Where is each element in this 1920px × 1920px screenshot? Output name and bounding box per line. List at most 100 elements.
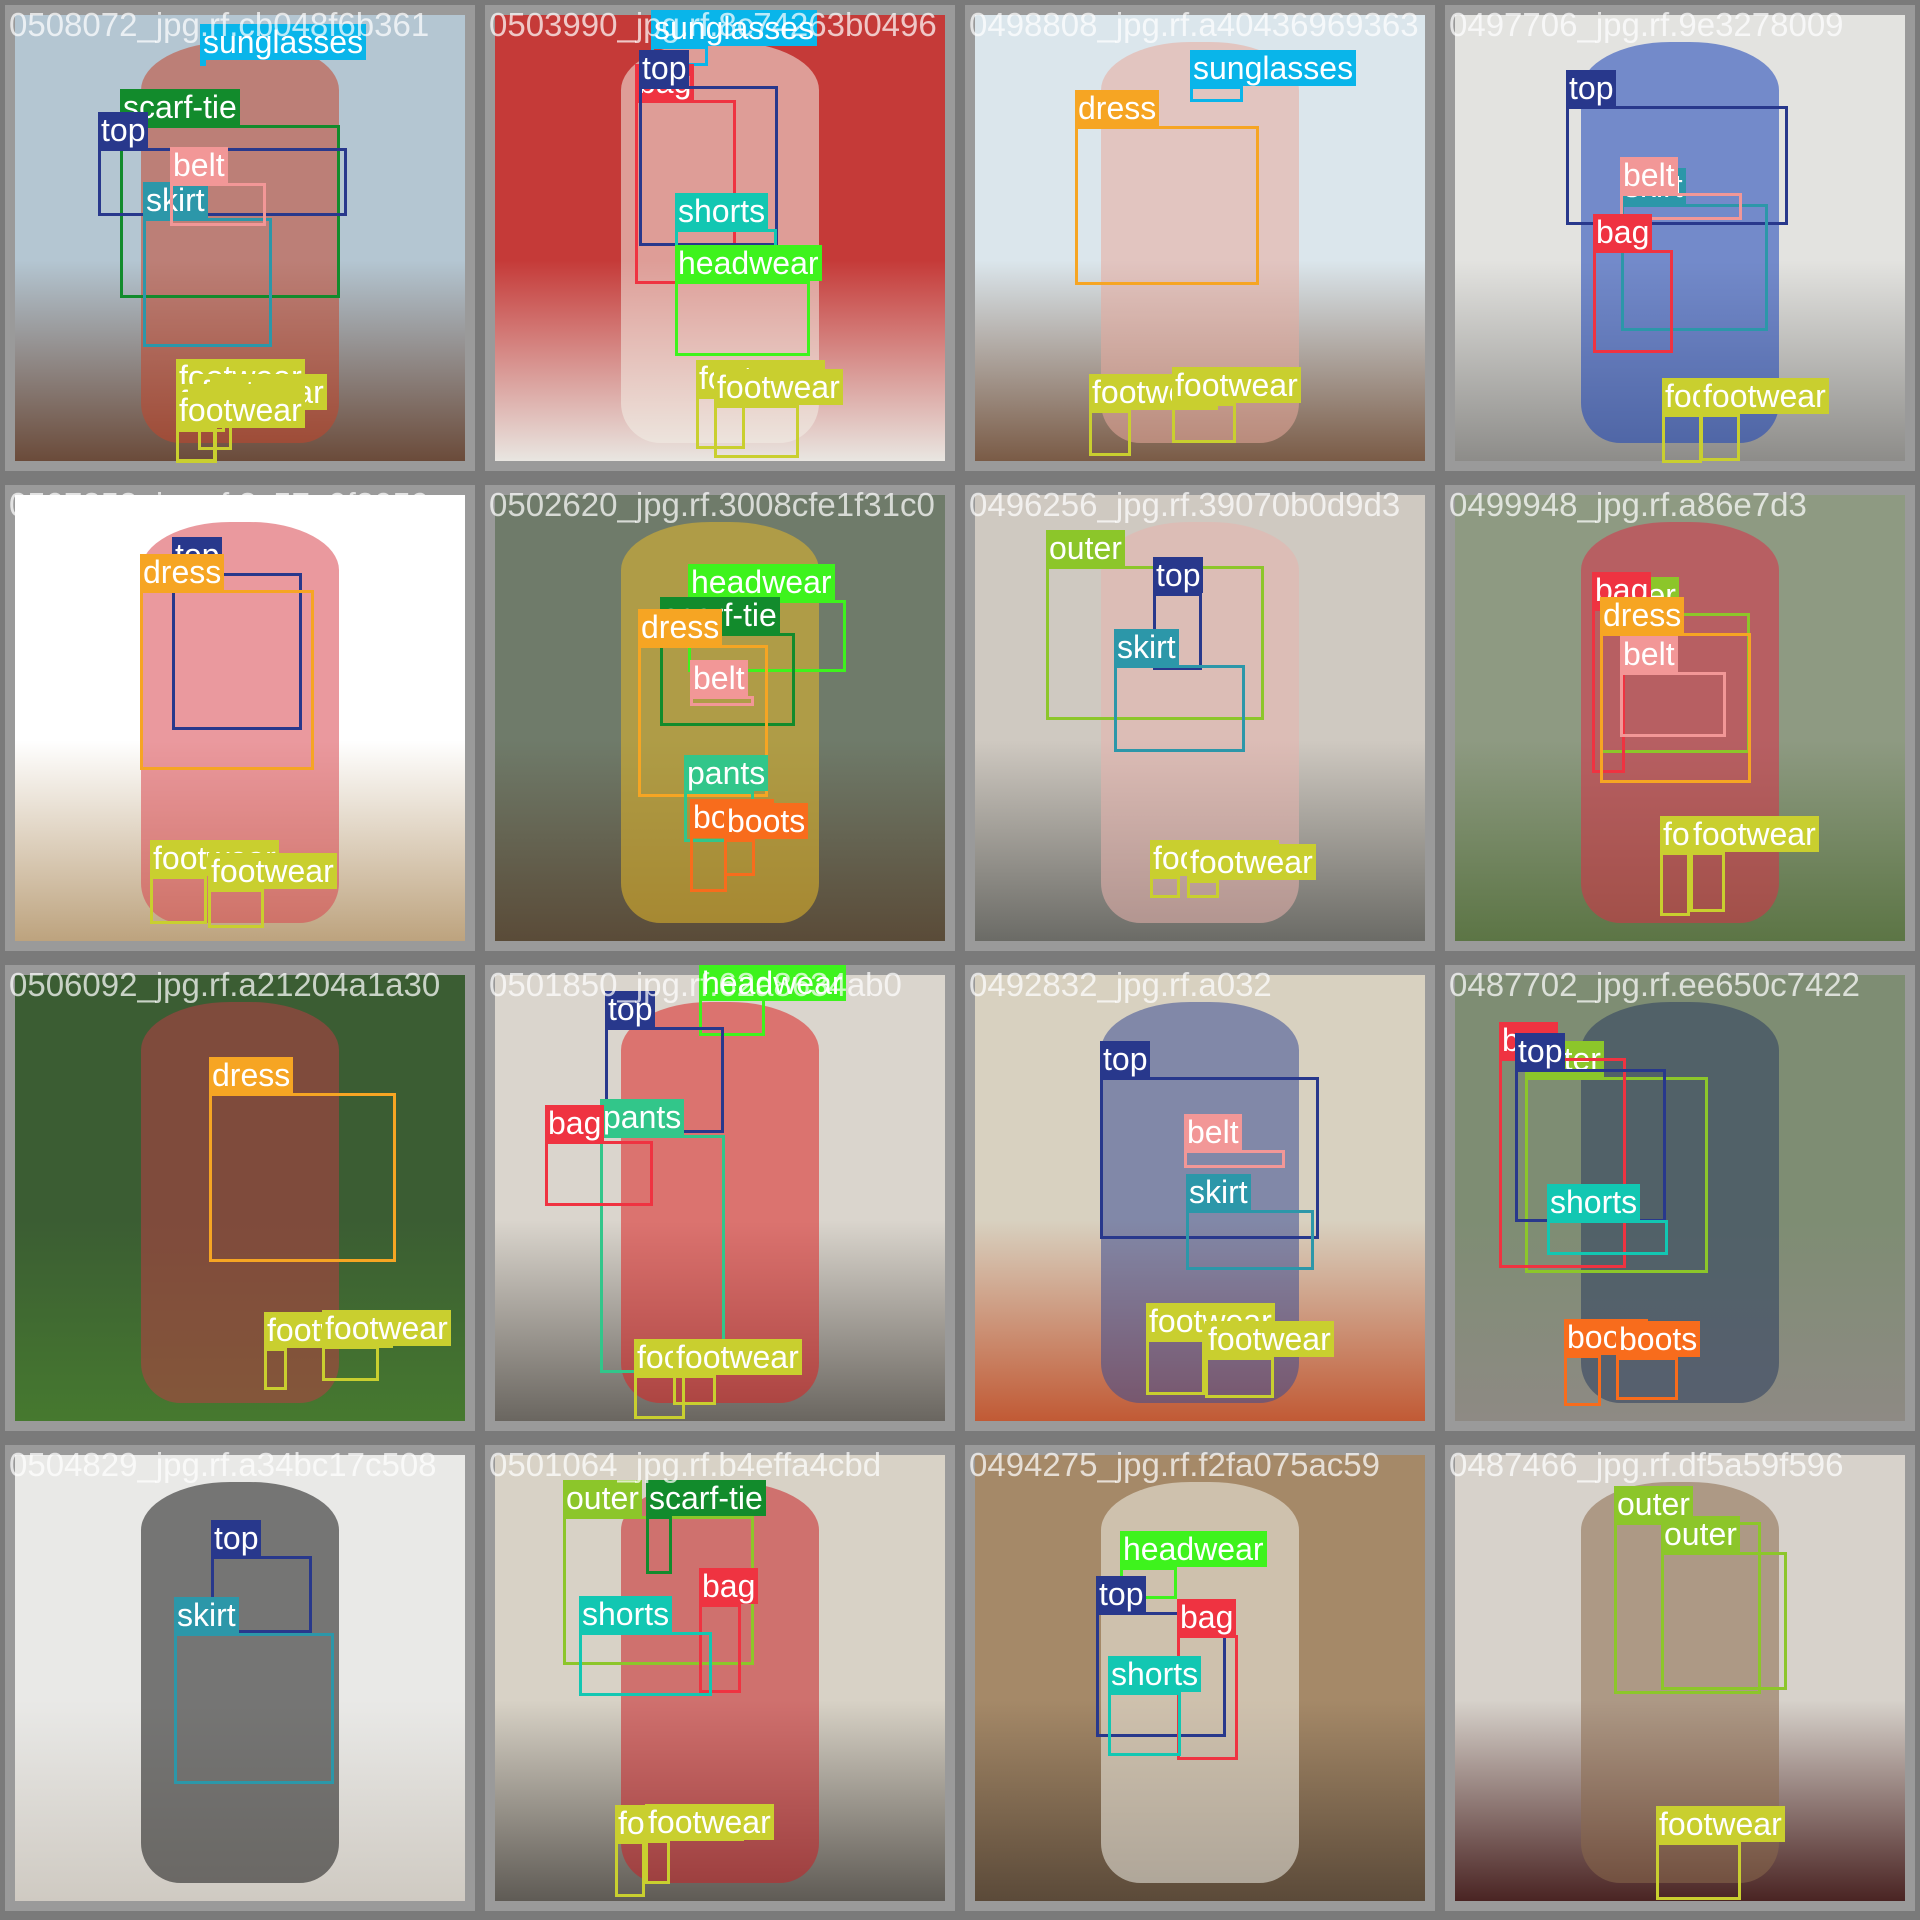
bbox-label-outer: outer <box>1661 1516 1740 1552</box>
bbox-bag <box>545 1141 653 1206</box>
bbox-footwear <box>673 1375 716 1405</box>
bbox-sunglasses <box>1190 86 1243 102</box>
bbox-belt <box>1620 193 1742 220</box>
image-tile: outertopskirtfootwearfootwear0496256_jpg… <box>965 485 1435 951</box>
bbox-bag <box>1177 1635 1238 1760</box>
bbox-footwear <box>1150 876 1180 898</box>
bbox-footwear <box>615 1841 645 1897</box>
bbox-footwear <box>150 876 207 924</box>
bbox-label-headwear: headwear <box>699 965 846 1001</box>
bbox-footwear <box>1656 1842 1741 1900</box>
bbox-label-bag: bag <box>1177 1599 1237 1635</box>
bbox-label-headwear: headwear <box>1120 1531 1267 1567</box>
bbox-label-belt: belt <box>1620 636 1678 672</box>
bbox-label-footwear: footwear <box>1205 1321 1334 1357</box>
image-tile: headweartoppantsbagfootwearfootwear05018… <box>485 965 955 1431</box>
bbox-footwear <box>634 1375 685 1419</box>
bbox-label-footwear: footwear <box>1690 816 1819 852</box>
bbox-shorts <box>579 1632 712 1696</box>
image-tile: sunglasses dress footwear footwear 0498808_j… <box>965 5 1435 471</box>
bbox-label-skirt: skirt <box>1114 629 1179 665</box>
bbox-boots <box>690 835 727 892</box>
bbox-scarf-tie <box>660 633 795 726</box>
bbox-label-top: top <box>1515 1033 1566 1069</box>
bbox-label-belt: belt <box>170 147 228 183</box>
bbox-label-shorts: shorts <box>1108 1656 1202 1692</box>
bbox-label-dress: dress <box>1600 597 1685 633</box>
bbox-label-footwear: footwear <box>208 853 337 889</box>
bbox-label-headwear: headwear <box>688 564 835 600</box>
bbox-label-bag: bag <box>545 1105 605 1141</box>
bbox-label-top: top <box>98 112 149 148</box>
bbox-shorts <box>1547 1220 1668 1255</box>
person-figure <box>621 1001 819 1404</box>
bbox-dress <box>140 590 314 770</box>
bbox-footwear <box>714 405 799 458</box>
bbox-footwear <box>1146 1339 1205 1395</box>
bbox-footwear <box>1662 414 1702 463</box>
bbox-belt <box>170 183 266 226</box>
bbox-dress <box>638 645 768 797</box>
bbox-bag <box>1593 250 1673 353</box>
bbox-headwear <box>675 281 810 356</box>
bbox-label-shorts: shorts <box>1547 1184 1641 1220</box>
image-tile: topbeltskirtfootwearfootwear0492832_jpg.… <box>965 965 1435 1431</box>
bbox-dress <box>209 1093 396 1262</box>
bbox-boots <box>1564 1355 1601 1406</box>
bbox-skirt <box>143 218 272 347</box>
bbox-boots <box>724 839 755 876</box>
bbox-label-top: top <box>1566 70 1617 106</box>
bbox-footwear <box>1205 1357 1274 1398</box>
bbox-top <box>1096 1612 1226 1737</box>
bbox-label-footwear: footwear <box>1700 378 1829 414</box>
bbox-label-top: top <box>1096 1576 1147 1612</box>
bbox-label-top: top <box>1153 557 1204 593</box>
bbox-top <box>1100 1077 1319 1239</box>
bbox-label-footwear: footwear <box>1187 844 1316 880</box>
tile-photo <box>15 1455 465 1901</box>
bbox-label-footwear: footwear <box>1172 367 1301 403</box>
bbox-footwear <box>208 889 264 928</box>
bbox-footwear <box>176 428 217 463</box>
bbox-label-top: top <box>1100 1041 1151 1077</box>
bbox-top <box>1566 106 1788 225</box>
image-tile: outerscarf-tiebagshortsfootwearfootwear0… <box>485 1445 955 1911</box>
bbox-label-outer: outer <box>1046 530 1125 566</box>
bbox-label-sunglasses: sunglasses <box>651 10 818 46</box>
bbox-skirt <box>1621 204 1768 331</box>
bbox-outer <box>1661 1552 1787 1690</box>
bbox-label-shorts: shorts <box>675 193 769 229</box>
bbox-label-footwear: footwear <box>673 1339 802 1375</box>
bbox-label-boots: boots <box>1616 1321 1701 1357</box>
bbox-label-bag: bag <box>1593 214 1653 250</box>
tile-photo <box>15 975 465 1421</box>
bbox-label-headwear: headwear <box>675 245 822 281</box>
bbox-label-footwear: footwear <box>322 1310 451 1346</box>
bbox-label-skirt: skirt <box>143 182 208 218</box>
bbox-label-dress: dress <box>1075 90 1160 126</box>
bbox-label-footwear: footwear <box>645 1804 774 1840</box>
bbox-skirt <box>174 1633 334 1784</box>
bbox-shorts <box>1108 1692 1181 1756</box>
bbox-belt <box>1184 1150 1285 1168</box>
bbox-label-dress: dress <box>638 609 723 645</box>
image-tile: dressfootwearfootwear0506092_jpg.rf.a212… <box>5 965 475 1431</box>
bbox-label-outer: outer <box>563 1480 642 1516</box>
bbox-sunglasses <box>200 60 206 66</box>
bbox-footwear <box>645 1840 670 1884</box>
bbox-label-scarf-tie: scarf-tie <box>646 1480 766 1516</box>
bbox-footwear <box>1172 403 1236 443</box>
bbox-belt <box>1620 672 1726 737</box>
bbox-footwear <box>1660 852 1690 916</box>
bbox-label-top: top <box>639 50 690 86</box>
bbox-label-footwear: footwear <box>1656 1806 1785 1842</box>
bbox-label-dress: dress <box>209 1057 294 1093</box>
bbox-skirt <box>1186 1210 1314 1270</box>
bbox-label-sunglasses: sunglasses <box>200 24 367 60</box>
image-tile: outerbagtopshortsbootsboots0487702_jpg.r… <box>1445 965 1915 1431</box>
bbox-footwear <box>264 1348 287 1390</box>
bbox-boots <box>1616 1357 1678 1400</box>
bbox-skirt <box>1114 665 1245 752</box>
bbox-footwear <box>322 1346 379 1381</box>
